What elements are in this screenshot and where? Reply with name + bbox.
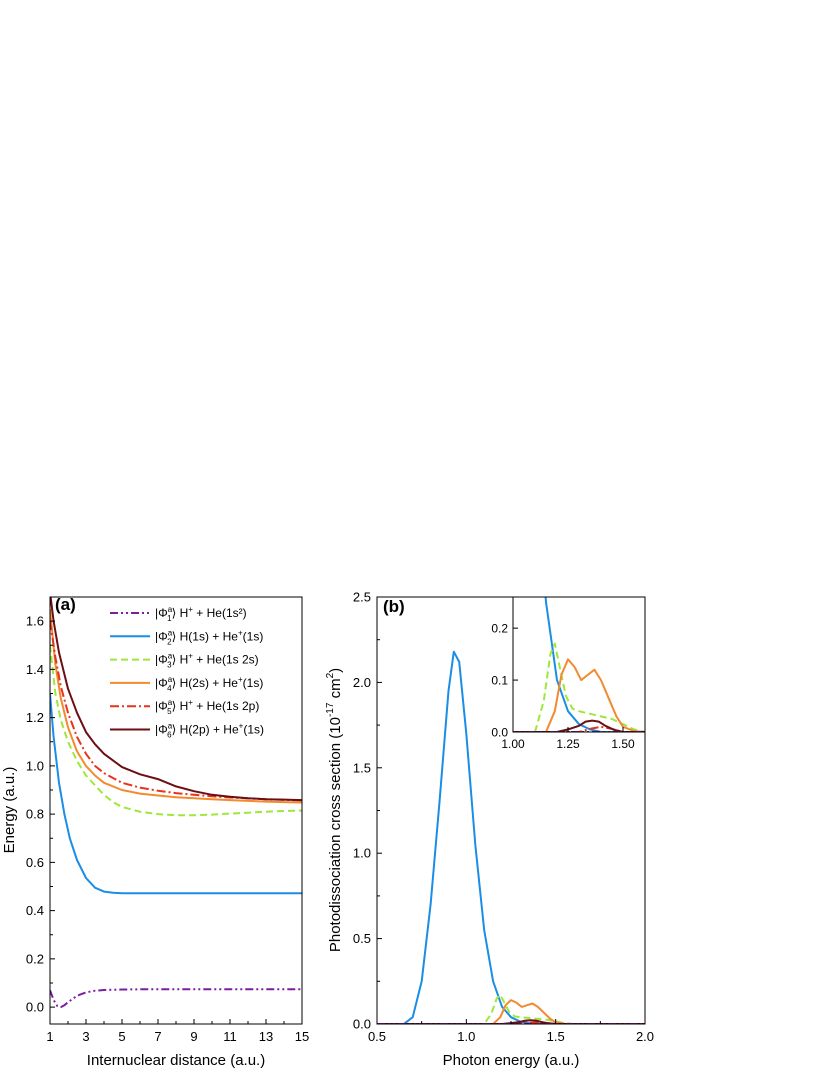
inset-series xyxy=(513,597,645,732)
a-xtick-label-3: 7 xyxy=(154,1029,161,1044)
inset-ticks: 1.00 1.25 1.50 0.0 0.1 0.2 xyxy=(491,622,635,751)
inset-xtick-label-1: 1.25 xyxy=(556,737,580,751)
b-ytick-label-3: 1.5 xyxy=(353,760,371,775)
panel-a-legend: |Φa 1⟩ H+ + He(1s²) |Φa 2⟩ H(1s) + He+(1s) |… xyxy=(110,605,264,740)
panel-b-ylabel-mid: cm xyxy=(327,678,344,702)
legend-label-3: |Φa 3⟩ H+ + He(1s 2s) xyxy=(155,652,259,670)
inset-ytick-label-0: 0.0 xyxy=(491,726,508,740)
a-xtick-label-5: 11 xyxy=(223,1029,237,1044)
legend-label-5: |Φa 5⟩ H+ + He(1s 2p) xyxy=(155,698,259,716)
inset-xtick-label-0: 1.00 xyxy=(501,737,525,751)
inset-xtick-label-2: 1.50 xyxy=(611,737,635,751)
inset-series-phi6 xyxy=(513,719,645,732)
b-series-phi5 xyxy=(377,1021,645,1024)
a-xtick-label-2: 5 xyxy=(118,1029,125,1044)
inset-series-phi2 xyxy=(544,597,645,732)
a-xtick-label-7: 15 xyxy=(295,1029,309,1044)
a-ytick-label-8: 1.6 xyxy=(26,614,44,629)
panel-b-ylabel-sup2: 2 xyxy=(325,672,336,678)
panel-b-ylabel-sup: -17 xyxy=(325,702,336,717)
b-xtick-label-3: 2.0 xyxy=(636,1029,654,1044)
a-xtick-label-6: 13 xyxy=(259,1029,273,1044)
panel-b-ylabel-main: Photodissociation cross section (10 xyxy=(327,717,344,952)
panel-b-ticks: 0.5 1.0 1.5 2.00.00.51.01.52.02.5 xyxy=(353,590,654,1045)
a-series-phi1 xyxy=(50,988,302,1009)
a-ytick-label-3: 0.6 xyxy=(26,855,44,870)
a-ytick-label-7: 1.4 xyxy=(26,662,44,677)
legend-label-2: |Φa 2⟩ H(1s) + He+(1s) xyxy=(155,628,263,646)
b-xtick-label-1: 1.0 xyxy=(457,1029,475,1044)
panel-a-xlabel: Internuclear distance (a.u.) xyxy=(87,1052,265,1069)
b-ytick-label-2: 1.0 xyxy=(353,846,371,861)
panel-b-ylabel-end: ) xyxy=(327,668,344,673)
panel-a-ylabel: Energy (a.u.) xyxy=(1,767,18,854)
panel-a-label: (a) xyxy=(55,595,76,614)
b-xtick-label-2: 1.5 xyxy=(547,1029,565,1044)
panel-b-ylabel: Photodissociation cross section (10-17 c… xyxy=(325,668,344,952)
inset-ytick-label-1: 0.1 xyxy=(491,674,508,688)
a-xtick-label-1: 3 xyxy=(82,1029,89,1044)
legend-label-6: |Φa 6⟩ H(2p) + He+(1s) xyxy=(155,722,264,740)
a-ytick-label-6: 1.2 xyxy=(26,710,44,725)
a-ytick-label-4: 0.8 xyxy=(26,807,44,822)
panel-b-label: (b) xyxy=(383,597,405,616)
a-xtick-label-0: 1 xyxy=(46,1029,53,1044)
inset-background xyxy=(513,597,645,732)
inset-series-phi4 xyxy=(513,658,645,732)
b-ytick-label-1: 0.5 xyxy=(353,931,371,946)
b-ytick-label-0: 0.0 xyxy=(353,1017,371,1032)
panel-a-ticks: 1 3 5 7 9 11 13 150.00.20.40.60.81.01.21.41.6 xyxy=(26,614,309,1044)
inset-ytick-label-2: 0.2 xyxy=(491,622,508,636)
a-series-phi2 xyxy=(50,693,302,895)
a-series-phi3 xyxy=(50,645,302,817)
a-xtick-label-4: 9 xyxy=(190,1029,197,1044)
b-xtick-label-0: 0.5 xyxy=(368,1029,386,1044)
b-series-phi2 xyxy=(377,650,645,1024)
a-ytick-label-5: 1.0 xyxy=(26,758,44,773)
b-series-phi4 xyxy=(377,999,645,1024)
b-ytick-label-4: 2.0 xyxy=(353,675,371,690)
panel-b-xlabel: Photon energy (a.u.) xyxy=(443,1052,580,1069)
a-ytick-label-2: 0.4 xyxy=(26,903,44,918)
legend-label-4: |Φa 4⟩ H(2s) + He+(1s) xyxy=(155,675,263,693)
panel-a: 1 3 5 7 9 11 13 150.00.20.40.60.81.01.21.41.6 (… xyxy=(1,595,309,1069)
panel-a-series xyxy=(50,597,302,1009)
b-ytick-label-5: 2.5 xyxy=(353,590,371,605)
a-series-phi6 xyxy=(50,597,302,802)
panel-b-inset: 1.00 1.25 1.50 0.0 0.1 0.2 xyxy=(491,596,646,751)
a-ytick-label-1: 0.2 xyxy=(26,951,44,966)
panel-b: 0.5 1.0 1.5 2.00.00.51.01.52.02.5 (b) Photo… xyxy=(325,590,654,1070)
inset-series-phi3 xyxy=(513,642,645,732)
a-series-phi4 xyxy=(50,609,302,804)
inset-frame xyxy=(512,596,646,733)
legend-label-1: |Φa 1⟩ H+ + He(1s²) xyxy=(155,605,247,623)
a-ytick-label-0: 0.0 xyxy=(26,1000,44,1015)
